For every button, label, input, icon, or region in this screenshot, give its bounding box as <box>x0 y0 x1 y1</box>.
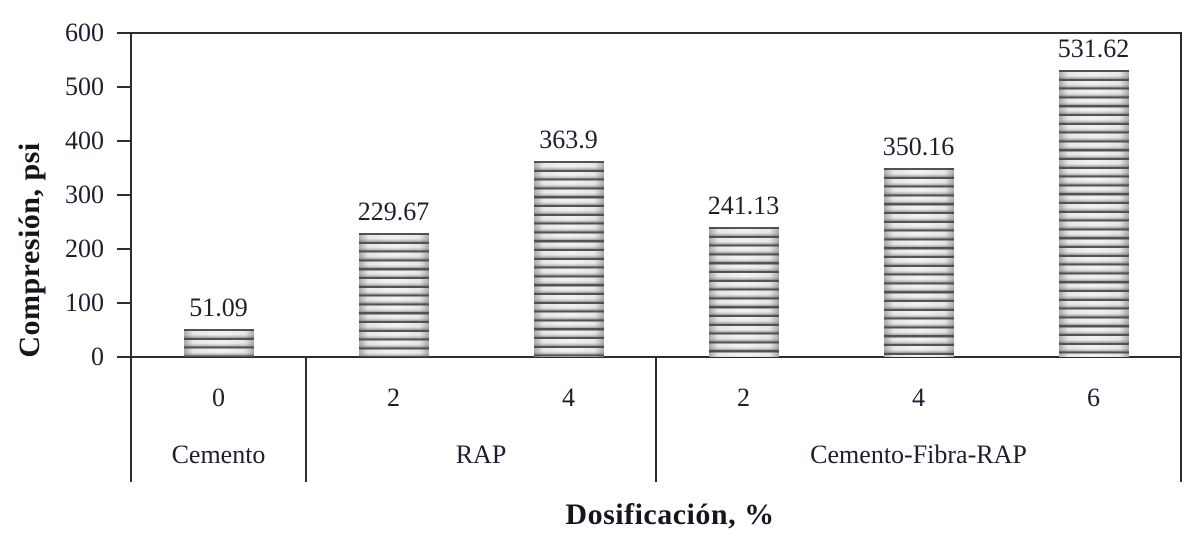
dose-label: 2 <box>387 383 400 412</box>
bar-value-label: 363.9 <box>539 124 598 154</box>
y-tick-mark <box>117 32 132 34</box>
y-tick-mark <box>117 302 132 304</box>
dose-label: 0 <box>212 383 225 412</box>
y-tick-label: 100 <box>65 288 104 317</box>
plot-area: 51.09 229.67 363.9 241.13 350.16 531.62 <box>131 33 1181 357</box>
bar-value-label: 350.16 <box>882 131 955 161</box>
y-tick-label: 0 <box>91 342 104 371</box>
y-tick-label: 300 <box>65 180 104 209</box>
x-axis-title: Dosificación, % <box>565 498 775 531</box>
bar-value-label: 531.62 <box>1057 33 1130 63</box>
bar <box>1058 69 1129 357</box>
group-separator <box>655 357 657 482</box>
plot-top-border <box>130 32 1182 34</box>
bar <box>183 329 254 357</box>
bar <box>358 232 429 357</box>
group-label: Cemento-Fibra-RAP <box>810 440 1027 469</box>
bar <box>533 160 604 357</box>
y-tick-mark <box>117 356 132 358</box>
y-tick-mark <box>117 86 132 88</box>
y-tick-mark <box>117 140 132 142</box>
group-label: Cemento <box>171 440 266 469</box>
y-tick-label: 500 <box>65 72 104 101</box>
bar-value-label: 229.67 <box>357 196 430 226</box>
dose-label: 6 <box>1087 383 1100 412</box>
group-separator <box>305 357 307 482</box>
dose-label: 2 <box>737 383 750 412</box>
bar <box>883 167 954 357</box>
plot-right-border <box>1180 32 1182 482</box>
dose-label: 4 <box>912 383 925 412</box>
bar-value-label: 51.09 <box>189 293 248 323</box>
bar-value-label: 241.13 <box>707 190 780 220</box>
y-tick-mark <box>117 194 132 196</box>
y-tick-label: 200 <box>65 234 104 263</box>
bar <box>708 226 779 357</box>
y-tick-mark <box>117 248 132 250</box>
group-label: RAP <box>455 440 507 469</box>
dose-label: 4 <box>562 383 575 412</box>
y-axis-line <box>130 32 132 482</box>
y-tick-label: 600 <box>65 18 104 47</box>
y-tick-label: 400 <box>65 126 104 155</box>
